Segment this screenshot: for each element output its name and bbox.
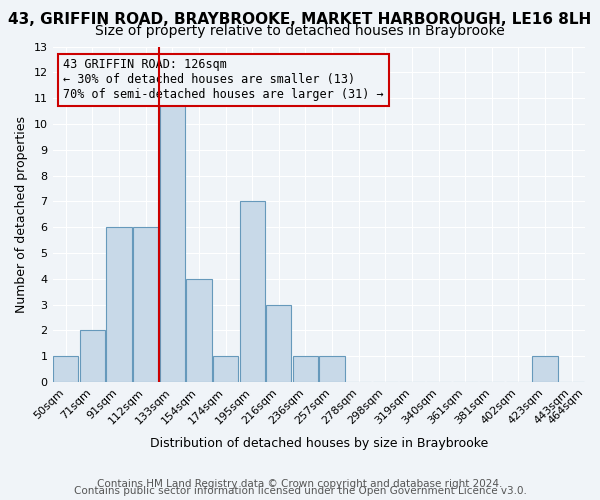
Bar: [106, 227, 132, 382]
X-axis label: Distribution of detached houses by size in Braybrooke: Distribution of detached houses by size …: [149, 437, 488, 450]
Bar: [266, 304, 292, 382]
Bar: [53, 356, 79, 382]
Bar: [239, 202, 265, 382]
Bar: [293, 356, 318, 382]
Text: Contains HM Land Registry data © Crown copyright and database right 2024.: Contains HM Land Registry data © Crown c…: [97, 479, 503, 489]
Bar: [319, 356, 345, 382]
Bar: [80, 330, 105, 382]
Text: 43 GRIFFIN ROAD: 126sqm
← 30% of detached houses are smaller (13)
70% of semi-de: 43 GRIFFIN ROAD: 126sqm ← 30% of detache…: [63, 58, 384, 101]
Text: 43, GRIFFIN ROAD, BRAYBROOKE, MARKET HARBOROUGH, LE16 8LH: 43, GRIFFIN ROAD, BRAYBROOKE, MARKET HAR…: [8, 12, 592, 28]
Bar: [213, 356, 238, 382]
Bar: [532, 356, 558, 382]
Text: Size of property relative to detached houses in Braybrooke: Size of property relative to detached ho…: [95, 24, 505, 38]
Bar: [160, 98, 185, 382]
Text: Contains public sector information licensed under the Open Government Licence v3: Contains public sector information licen…: [74, 486, 526, 496]
Bar: [133, 227, 158, 382]
Bar: [187, 279, 212, 382]
Y-axis label: Number of detached properties: Number of detached properties: [15, 116, 28, 313]
